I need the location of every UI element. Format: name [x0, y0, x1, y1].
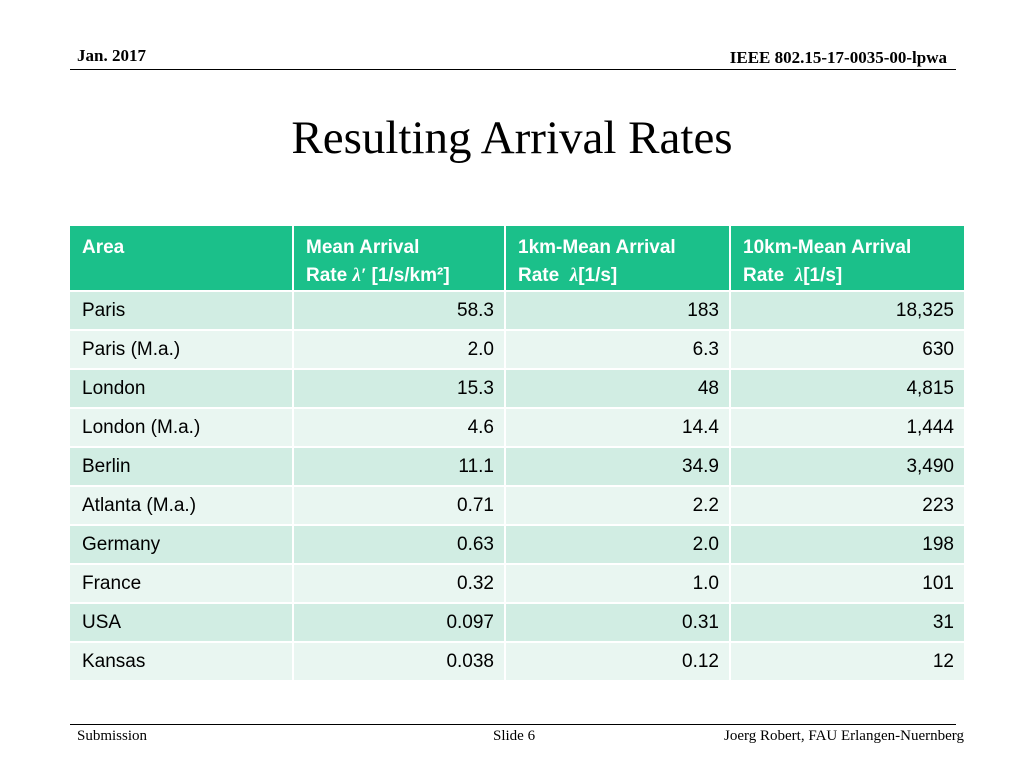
cell-10km-rate: 3,490 [729, 446, 966, 487]
table-row: Atlanta (M.a.) 0.71 2.2 223 [68, 485, 966, 526]
arrival-rates-table: Area Mean Arrival Rate λ′ [1/s/km²] 1km-… [68, 224, 966, 682]
footer-submission: Submission [77, 728, 148, 744]
cell-1km-rate: 2.2 [504, 485, 731, 526]
cell-10km-rate: 4,815 [729, 368, 966, 409]
header-label-line1: 10km-Mean Arrival [743, 237, 912, 258]
header-label-line1: Mean Arrival [306, 237, 420, 258]
table-row: Germany 0.63 2.0 198 [68, 524, 966, 565]
cell-area: USA [68, 602, 294, 643]
cell-10km-rate: 101 [729, 563, 966, 604]
table-header-row: Area Mean Arrival Rate λ′ [1/s/km²] 1km-… [68, 224, 966, 292]
header-mean-arrival-rate: Mean Arrival Rate λ′ [1/s/km²] [292, 224, 506, 292]
table-row: Paris 58.3 183 18,325 [68, 290, 966, 331]
footer-author: Joerg Robert, FAU Erlangen-Nuernberg [724, 728, 964, 744]
header-label-unit: [1/s/km²] [366, 265, 450, 286]
header-label-prefix: Rate [518, 265, 570, 286]
cell-1km-rate: 0.31 [504, 602, 731, 643]
cell-10km-rate: 31 [729, 602, 966, 643]
cell-10km-rate: 198 [729, 524, 966, 565]
cell-1km-rate: 48 [504, 368, 731, 409]
cell-mean-arrival-rate: 11.1 [292, 446, 506, 487]
table-row: Paris (M.a.) 2.0 6.3 630 [68, 329, 966, 370]
cell-area: Germany [68, 524, 294, 565]
cell-mean-arrival-rate: 0.038 [292, 641, 506, 682]
cell-10km-rate: 223 [729, 485, 966, 526]
cell-area: Kansas [68, 641, 294, 682]
header-10km-mean-arrival-rate: 10km-Mean Arrival Rate λ[1/s] [729, 224, 966, 292]
table-row: Kansas 0.038 0.12 12 [68, 641, 966, 682]
cell-1km-rate: 34.9 [504, 446, 731, 487]
cell-mean-arrival-rate: 15.3 [292, 368, 506, 409]
header-label-unit: [1/s] [803, 265, 843, 286]
cell-area: Paris (M.a.) [68, 329, 294, 370]
cell-1km-rate: 6.3 [504, 329, 731, 370]
cell-area: Berlin [68, 446, 294, 487]
cell-area: Paris [68, 290, 294, 331]
cell-1km-rate: 2.0 [504, 524, 731, 565]
cell-mean-arrival-rate: 0.63 [292, 524, 506, 565]
cell-area: France [68, 563, 294, 604]
cell-area: London (M.a.) [68, 407, 294, 448]
cell-10km-rate: 1,444 [729, 407, 966, 448]
cell-mean-arrival-rate: 0.71 [292, 485, 506, 526]
slide-title: Resulting Arrival Rates [291, 112, 733, 164]
header-document-id: IEEE 802.15-17-0035-00-lpwa [729, 48, 947, 67]
table-row: London (M.a.) 4.6 14.4 1,444 [68, 407, 966, 448]
cell-area: London [68, 368, 294, 409]
header-divider [70, 69, 956, 70]
cell-1km-rate: 1.0 [504, 563, 731, 604]
cell-10km-rate: 12 [729, 641, 966, 682]
lambda-symbol: λ [569, 265, 579, 286]
header-area: Area [68, 224, 294, 292]
cell-area: Atlanta (M.a.) [68, 485, 294, 526]
cell-mean-arrival-rate: 0.097 [292, 602, 506, 643]
footer-divider [70, 724, 956, 725]
cell-1km-rate: 0.12 [504, 641, 731, 682]
header-label-prefix: Rate [743, 265, 795, 286]
cell-1km-rate: 183 [504, 290, 731, 331]
cell-10km-rate: 18,325 [729, 290, 966, 331]
cell-mean-arrival-rate: 0.32 [292, 563, 506, 604]
header-label-line1: 1km-Mean Arrival [518, 237, 676, 258]
table-row: USA 0.097 0.31 31 [68, 602, 966, 643]
table-row: Berlin 11.1 34.9 3,490 [68, 446, 966, 487]
lambda-symbol: λ [794, 265, 804, 286]
footer-slide-number: Slide 6 [493, 728, 536, 744]
header-label-line1: Area [82, 237, 125, 258]
header-1km-mean-arrival-rate: 1km-Mean Arrival Rate λ[1/s] [504, 224, 731, 292]
header-label-unit: [1/s] [578, 265, 618, 286]
lambda-prime-symbol: λ′ [352, 265, 367, 286]
cell-mean-arrival-rate: 58.3 [292, 290, 506, 331]
header-label-prefix: Rate [306, 265, 353, 286]
cell-mean-arrival-rate: 4.6 [292, 407, 506, 448]
table-row: London 15.3 48 4,815 [68, 368, 966, 409]
cell-10km-rate: 630 [729, 329, 966, 370]
table-row: France 0.32 1.0 101 [68, 563, 966, 604]
header-date: Jan. 2017 [77, 46, 146, 65]
cell-mean-arrival-rate: 2.0 [292, 329, 506, 370]
cell-1km-rate: 14.4 [504, 407, 731, 448]
